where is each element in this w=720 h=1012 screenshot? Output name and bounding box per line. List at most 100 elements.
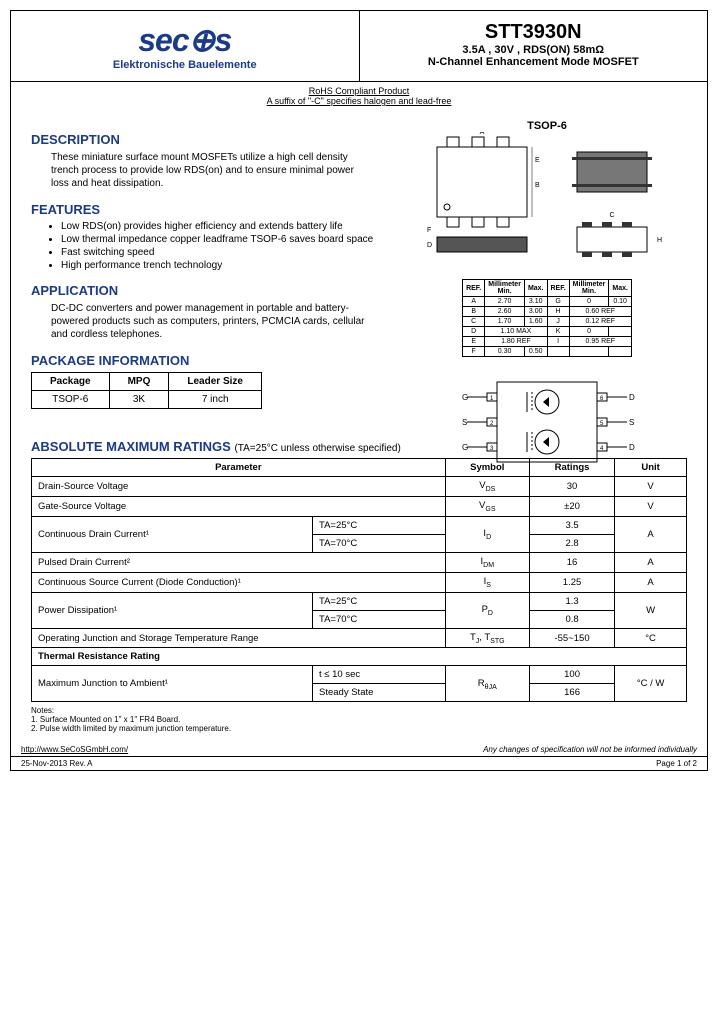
ratings-cell: Continuous Source Current (Diode Conduct… <box>32 572 446 592</box>
feature-item: High performance trench technology <box>61 260 381 271</box>
dim-h-ref2: REF. <box>547 280 569 297</box>
company-logo: sec⊕s <box>21 21 349 59</box>
ratings-cell: A <box>615 572 687 592</box>
ratings-cell: 2.8 <box>529 534 614 552</box>
svg-text:H: H <box>657 237 662 244</box>
dim-h-min2: MillimeterMin. <box>569 280 609 297</box>
dim-h-max1: Max. <box>524 280 547 297</box>
application-text: DC-DC converters and power management in… <box>51 302 371 341</box>
ratings-cell: V <box>615 496 687 516</box>
svg-text:C: C <box>609 212 614 219</box>
package-outline-diagram: A E B D F C <box>407 132 687 264</box>
product-type: N-Channel Enhancement Mode MOSFET <box>370 56 698 68</box>
notes: Notes: 1. Surface Mounted on 1" x 1" FR4… <box>31 706 687 733</box>
ratings-cell: 0.8 <box>529 610 614 628</box>
right-diagrams: TSOP-6 A E B <box>407 120 687 489</box>
ratings-cell: °C / W <box>615 666 687 702</box>
ratings-cell: Steady State <box>313 684 446 702</box>
footer-url: http://www.SeCoSGmbH.com/ <box>21 745 128 754</box>
description-text: These miniature surface mount MOSFETs ut… <box>51 151 371 190</box>
ratings-cell: ID <box>445 516 529 552</box>
header: sec⊕s Elektronische Bauelemente STT3930N… <box>11 11 707 82</box>
ratings-cell: A <box>615 516 687 552</box>
rohs-line2: A suffix of "-C" specifies halogen and l… <box>15 96 703 106</box>
svg-text:D: D <box>629 393 635 402</box>
rohs-notice: RoHS Compliant Product A suffix of "-C" … <box>11 82 707 110</box>
svg-text:G: G <box>462 393 468 402</box>
ratings-cell: W <box>615 592 687 628</box>
pkg-cell: 3K <box>109 391 169 409</box>
feature-item: Fast switching speed <box>61 247 381 258</box>
pkg-cell: TSOP-6 <box>32 391 110 409</box>
svg-text:G: G <box>462 443 468 452</box>
ratings-cell: TA=25°C <box>313 592 446 610</box>
footer-disclaimer: Any changes of specification will not be… <box>483 745 697 754</box>
ratings-cell: Power Dissipation¹ <box>32 592 313 628</box>
ratings-cell: 3.5 <box>529 516 614 534</box>
pkg-cell: 7 inch <box>169 391 262 409</box>
pkg-header: Leader Size <box>169 373 262 391</box>
package-label: TSOP-6 <box>407 120 687 132</box>
ratings-cell: 100 <box>529 666 614 684</box>
content-area: TSOP-6 A E B <box>11 110 707 743</box>
svg-text:S: S <box>462 418 467 427</box>
svg-text:E: E <box>535 157 540 164</box>
package-info-table: Package MPQ Leader Size TSOP-6 3K 7 inch <box>31 372 262 409</box>
ratings-cell: ±20 <box>529 496 614 516</box>
ratings-cell: RθJA <box>445 666 529 702</box>
ratings-table: Parameter Symbol Ratings Unit Drain-Sour… <box>31 458 687 702</box>
ratings-cell: Maximum Junction to Ambient¹ <box>32 666 313 702</box>
part-spec-line: 3.5A , 30V , RDS(ON) 58mΩ <box>370 44 698 56</box>
footer-bottom: 25-Nov-2013 Rev. A Page 1 of 2 <box>11 756 707 770</box>
ratings-cell: -55~150 <box>529 628 614 648</box>
feature-item: Low RDS(on) provides higher efficiency a… <box>61 221 381 232</box>
header-part-cell: STT3930N 3.5A , 30V , RDS(ON) 58mΩ N-Cha… <box>360 11 708 81</box>
ratings-cell: Drain-Source Voltage <box>32 477 446 497</box>
ratings-cell: A <box>615 552 687 572</box>
ratings-cell: t ≤ 10 sec <box>313 666 446 684</box>
ratings-cell: Continuous Drain Current¹ <box>32 516 313 552</box>
feature-item: Low thermal impedance copper leadframe T… <box>61 234 381 245</box>
ratings-cell: TJ, TSTG <box>445 628 529 648</box>
ratings-cell: TA=70°C <box>313 534 446 552</box>
datasheet-page: sec⊕s Elektronische Bauelemente STT3930N… <box>10 10 708 771</box>
header-logo-cell: sec⊕s Elektronische Bauelemente <box>11 11 360 81</box>
footer-date: 25-Nov-2013 Rev. A <box>21 759 92 768</box>
dim-h-min1: MillimeterMin. <box>485 280 525 297</box>
note-item: 1. Surface Mounted on 1" x 1" FR4 Board. <box>31 715 687 724</box>
ratings-cell: 1.25 <box>529 572 614 592</box>
ratings-cell: 16 <box>529 552 614 572</box>
note-item: 2. Pulse width limited by maximum juncti… <box>31 724 687 733</box>
ratings-cell: 166 <box>529 684 614 702</box>
abs-condition: (TA=25°C unless otherwise specified) <box>234 443 400 454</box>
features-list: Low RDS(on) provides higher efficiency a… <box>31 221 381 271</box>
dim-h-max2: Max. <box>609 280 632 297</box>
part-number: STT3930N <box>370 21 698 44</box>
rohs-line1: RoHS Compliant Product <box>15 86 703 96</box>
svg-text:D: D <box>427 242 432 249</box>
ratings-cell: IDM <box>445 552 529 572</box>
company-tagline: Elektronische Bauelemente <box>21 59 349 71</box>
ratings-cell: VGS <box>445 496 529 516</box>
dimension-table: REF. MillimeterMin. Max. REF. Millimeter… <box>462 279 632 357</box>
thermal-header: Thermal Resistance Rating <box>32 648 687 666</box>
pkg-header: Package <box>32 373 110 391</box>
schematic-diagram: G 1 S 2 G 3 D 6 S 5 D 4 <box>407 372 687 474</box>
ratings-cell: TA=70°C <box>313 610 446 628</box>
ratings-cell: Operating Junction and Storage Temperatu… <box>32 628 446 648</box>
ratings-cell: 1.3 <box>529 592 614 610</box>
notes-title: Notes: <box>31 706 687 715</box>
footer-page: Page 1 of 2 <box>656 759 697 768</box>
ratings-cell: TA=25°C <box>313 516 446 534</box>
ratings-cell: IS <box>445 572 529 592</box>
ratings-header: Parameter <box>32 459 446 477</box>
ratings-cell: Pulsed Drain Current² <box>32 552 446 572</box>
dim-h-ref1: REF. <box>463 280 485 297</box>
svg-text:D: D <box>629 443 635 452</box>
ratings-cell: PD <box>445 592 529 628</box>
svg-text:F: F <box>427 227 431 234</box>
svg-text:A: A <box>480 132 485 136</box>
ratings-cell: °C <box>615 628 687 648</box>
ratings-cell: Gate-Source Voltage <box>32 496 446 516</box>
svg-text:S: S <box>629 418 634 427</box>
